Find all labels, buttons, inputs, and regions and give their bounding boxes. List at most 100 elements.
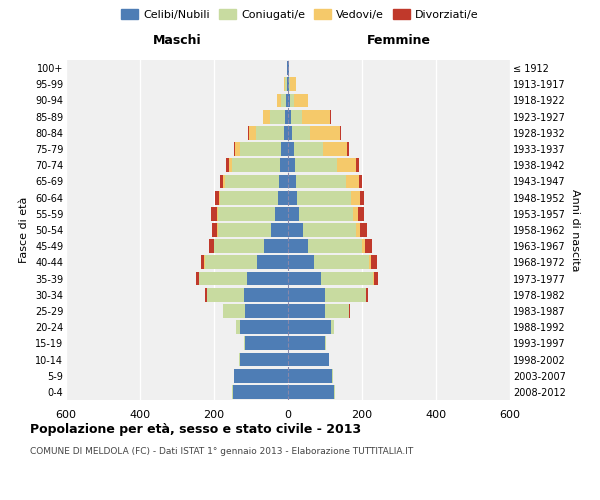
Bar — [288, 336, 325, 350]
Bar — [215, 190, 219, 204]
Bar — [263, 110, 270, 124]
Bar — [200, 256, 205, 270]
Bar — [232, 385, 233, 399]
Bar — [229, 158, 232, 172]
Bar — [271, 223, 288, 237]
Bar — [288, 223, 303, 237]
Bar — [264, 240, 288, 253]
Bar — [285, 110, 288, 124]
Bar — [346, 174, 359, 188]
Text: Maschi: Maschi — [152, 34, 202, 47]
Bar — [314, 256, 370, 270]
Text: Popolazione per età, sesso e stato civile - 2013: Popolazione per età, sesso e stato civil… — [30, 422, 361, 436]
Bar — [288, 369, 332, 382]
Bar — [331, 320, 334, 334]
Bar — [374, 272, 378, 285]
Bar — [289, 78, 290, 91]
Bar — [240, 142, 281, 156]
Bar — [225, 174, 279, 188]
Bar — [257, 256, 288, 270]
Bar — [214, 240, 264, 253]
Bar — [256, 126, 284, 140]
Bar — [288, 110, 291, 124]
Bar — [244, 288, 288, 302]
Bar — [288, 385, 334, 399]
Bar — [218, 207, 275, 220]
Bar — [293, 142, 323, 156]
Bar — [209, 240, 214, 253]
Bar — [288, 94, 290, 108]
Bar — [365, 240, 371, 253]
Bar — [286, 94, 288, 108]
Bar — [330, 110, 331, 124]
Bar — [360, 190, 364, 204]
Text: COMUNE DI MELDOLA (FC) - Dati ISTAT 1° gennaio 2013 - Elaborazione TUTTITALIA.IT: COMUNE DI MELDOLA (FC) - Dati ISTAT 1° g… — [30, 448, 413, 456]
Bar — [288, 126, 292, 140]
Bar — [290, 78, 296, 91]
Bar — [325, 304, 349, 318]
Bar — [218, 223, 271, 237]
Bar — [233, 142, 235, 156]
Bar — [288, 288, 325, 302]
Bar — [322, 272, 373, 285]
Bar — [367, 288, 368, 302]
Bar — [247, 272, 288, 285]
Bar — [281, 94, 286, 108]
Bar — [334, 385, 335, 399]
Bar — [288, 240, 308, 253]
Bar — [290, 94, 293, 108]
Bar — [236, 320, 240, 334]
Bar — [288, 320, 331, 334]
Bar — [349, 304, 350, 318]
Bar — [248, 126, 249, 140]
Bar — [360, 223, 367, 237]
Bar — [299, 207, 353, 220]
Bar — [292, 126, 310, 140]
Bar — [370, 256, 371, 270]
Bar — [284, 78, 285, 91]
Bar — [358, 207, 364, 220]
Y-axis label: Fasce di età: Fasce di età — [19, 197, 29, 263]
Bar — [212, 223, 217, 237]
Bar — [206, 288, 244, 302]
Y-axis label: Anni di nascita: Anni di nascita — [569, 188, 580, 271]
Bar — [288, 352, 329, 366]
Bar — [270, 110, 285, 124]
Text: Femmine: Femmine — [367, 34, 431, 47]
Bar — [310, 126, 340, 140]
Bar — [373, 272, 374, 285]
Bar — [288, 78, 289, 91]
Bar — [366, 288, 367, 302]
Bar — [285, 78, 287, 91]
Bar — [287, 61, 288, 75]
Bar — [220, 190, 278, 204]
Legend: Celibi/Nubili, Coniugati/e, Vedovi/e, Divorziati/e: Celibi/Nubili, Coniugati/e, Vedovi/e, Di… — [118, 6, 482, 23]
Bar — [288, 174, 296, 188]
Bar — [288, 61, 289, 75]
Bar — [211, 207, 217, 220]
Bar — [325, 336, 326, 350]
Bar — [288, 304, 325, 318]
Bar — [288, 190, 297, 204]
Bar — [277, 94, 281, 108]
Bar — [223, 304, 245, 318]
Bar — [287, 78, 288, 91]
Bar — [220, 174, 223, 188]
Bar — [297, 190, 351, 204]
Bar — [217, 207, 218, 220]
Bar — [323, 142, 347, 156]
Bar — [240, 352, 288, 366]
Bar — [288, 256, 314, 270]
Bar — [288, 207, 299, 220]
Bar — [281, 142, 288, 156]
Bar — [199, 272, 247, 285]
Bar — [356, 158, 359, 172]
Bar — [232, 158, 280, 172]
Bar — [280, 158, 288, 172]
Bar — [288, 142, 293, 156]
Bar — [296, 174, 346, 188]
Bar — [245, 336, 288, 350]
Bar — [233, 385, 288, 399]
Bar — [337, 158, 356, 172]
Bar — [279, 174, 288, 188]
